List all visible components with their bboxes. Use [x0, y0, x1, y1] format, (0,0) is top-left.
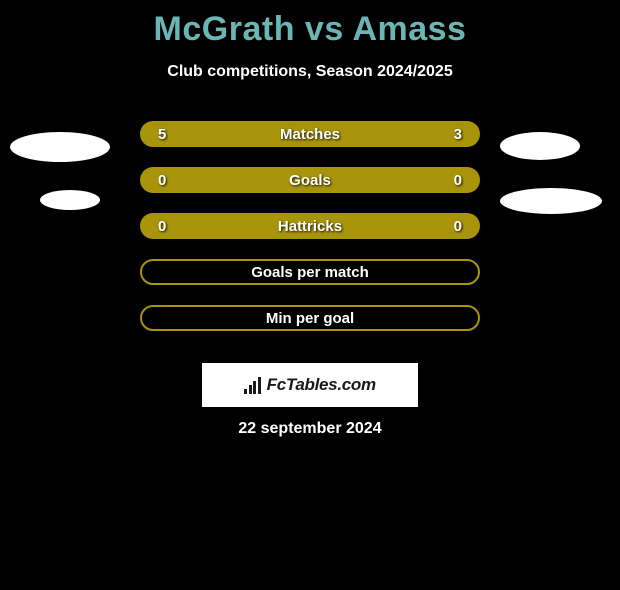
stat-left-value: 5 — [158, 126, 178, 143]
stat-pill: 5 3Matches — [140, 121, 480, 147]
page-title: McGrath vs Amass — [0, 10, 620, 49]
vs-separator: vs — [305, 10, 344, 48]
stat-pill: Goals per match — [140, 259, 480, 285]
stat-pill: 0 0Goals — [140, 167, 480, 193]
stat-left-value: 0 — [158, 218, 178, 235]
source-badge: FcTables.com — [202, 363, 418, 407]
date-text: 22 september 2024 — [0, 420, 620, 438]
stat-row: 0 0Hattricks — [0, 213, 620, 259]
value-blob — [500, 188, 602, 214]
badge-text: FcTables.com — [267, 375, 376, 395]
stat-row: Min per goal — [0, 305, 620, 351]
stat-pill: 0 0Hattricks — [140, 213, 480, 239]
stat-right-value: 3 — [442, 126, 462, 143]
stat-label: Matches — [140, 126, 480, 143]
stat-label: Hattricks — [140, 218, 480, 235]
value-blob — [10, 132, 110, 162]
value-blob — [500, 132, 580, 160]
subtitle: Club competitions, Season 2024/2025 — [0, 63, 620, 81]
stat-row: Goals per match — [0, 259, 620, 305]
value-blob — [40, 190, 100, 210]
stat-label: Goals — [140, 172, 480, 189]
player1-name: McGrath — [154, 10, 295, 48]
bars-icon — [244, 377, 261, 394]
stat-right-value: 0 — [442, 218, 462, 235]
stat-left-value: 0 — [158, 172, 178, 189]
stat-label: Goals per match — [142, 264, 478, 281]
stat-pill: Min per goal — [140, 305, 480, 331]
stat-label: Min per goal — [142, 310, 478, 327]
player2-name: Amass — [352, 10, 466, 48]
stat-right-value: 0 — [442, 172, 462, 189]
